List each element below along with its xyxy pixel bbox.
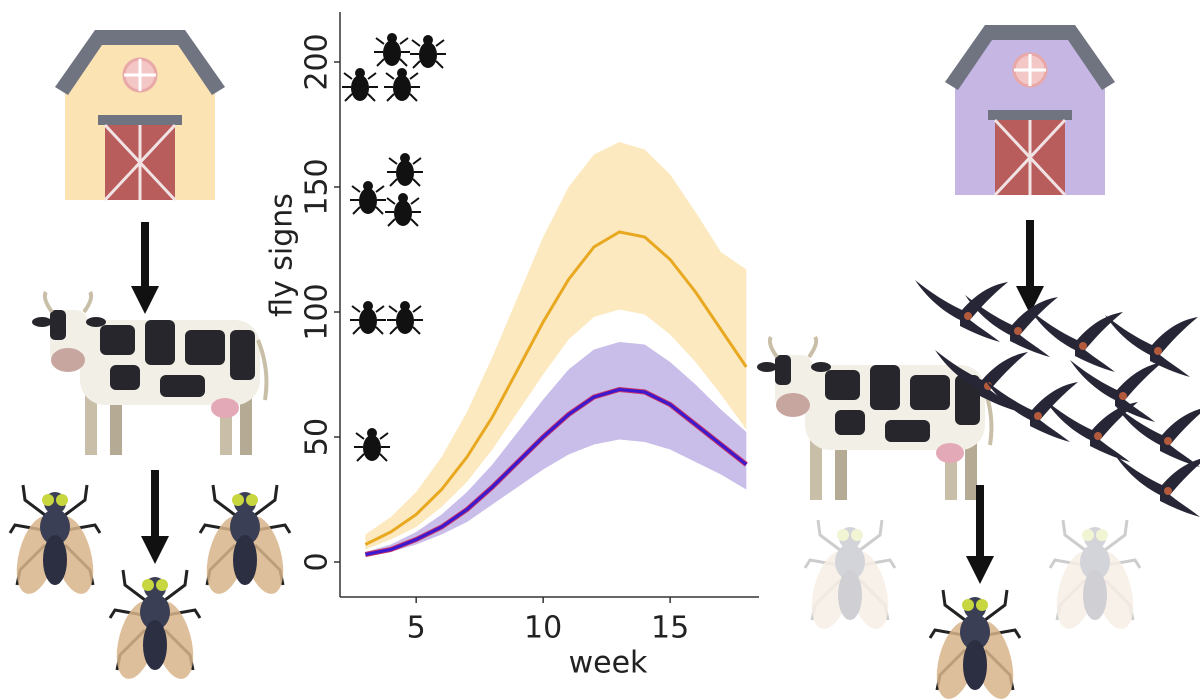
beetle-scale — [341, 32, 447, 462]
y-tick-label: 0 — [300, 552, 335, 571]
swallow — [1115, 405, 1200, 467]
beetle — [373, 32, 411, 67]
y-tick-label: 150 — [300, 158, 335, 215]
fly — [107, 568, 203, 685]
fly — [927, 588, 1023, 700]
cow — [30, 290, 269, 457]
fly-faded — [802, 518, 898, 635]
line — [364, 230, 748, 546]
swallow — [915, 280, 1008, 342]
line — [365, 387, 748, 556]
fly — [197, 483, 293, 600]
cow — [755, 335, 994, 502]
fly-faded — [1047, 518, 1143, 635]
y-axis-title: fly signs — [265, 193, 300, 317]
beetle — [384, 192, 422, 227]
x-tick-label: 5 — [407, 611, 426, 646]
swallow — [985, 380, 1078, 442]
beetle — [349, 180, 387, 215]
beetle — [383, 67, 421, 102]
beetle — [341, 67, 379, 102]
x-tick-label: 10 — [524, 611, 562, 646]
x-tick-label: 15 — [651, 611, 689, 646]
beetle — [386, 152, 424, 187]
y-tick-label: 200 — [300, 33, 335, 90]
swallow — [1115, 455, 1200, 517]
barn — [53, 28, 227, 202]
y-tick-label: 100 — [300, 283, 335, 340]
beetle — [409, 34, 447, 69]
y-tick-label: 50 — [300, 418, 335, 456]
confidence-band — [365, 342, 747, 557]
beetle — [386, 300, 424, 335]
illustration-right — [755, 23, 1200, 700]
illustration-left — [7, 28, 293, 685]
confidence-band — [365, 142, 747, 550]
x-axis-title: week — [569, 646, 648, 681]
plot: 0 50 100 150 200 5 10 15 — [300, 12, 759, 646]
barn — [943, 23, 1117, 197]
beetle — [353, 427, 391, 462]
fly — [7, 483, 103, 600]
swallow — [1045, 400, 1138, 462]
beetle — [349, 300, 387, 335]
